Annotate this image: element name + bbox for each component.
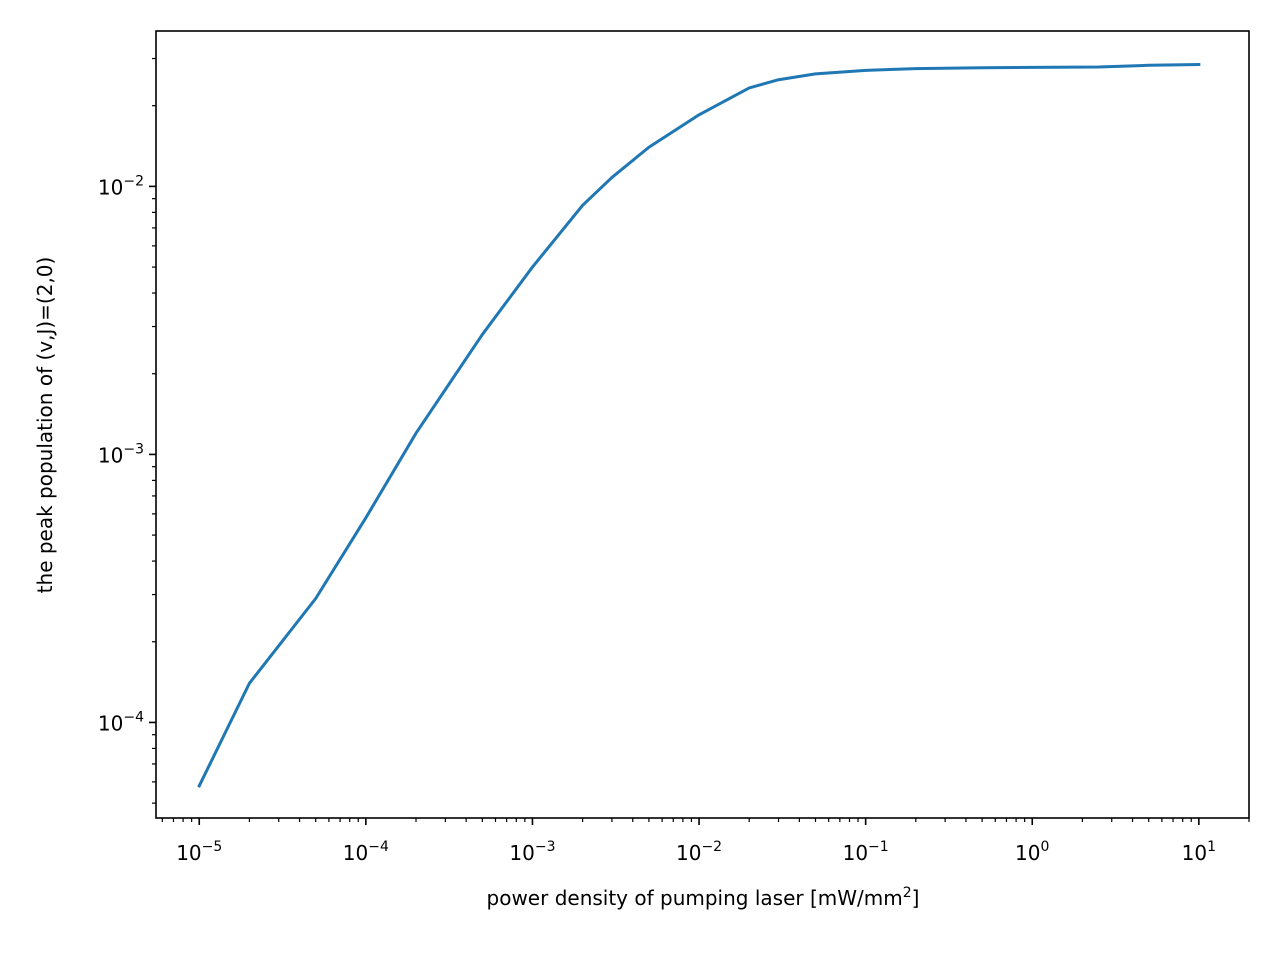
y-tick-label: 10−2	[98, 173, 144, 199]
y-tick-label: 10−4	[98, 709, 144, 735]
x-tick-label: 10−1	[843, 839, 889, 865]
plot-frame	[155, 30, 1250, 819]
series-line	[197, 62, 1201, 788]
x-tick-label: 10−3	[509, 839, 555, 865]
x-tick-label: 10−4	[343, 839, 389, 865]
y-axis-ticks: 10−4 10−3 10−2	[98, 57, 156, 804]
x-axis-ticks: 10−5 10−4 10−3 10−2 10−1 100 101	[161, 818, 1250, 865]
x-tick-label: 101	[1182, 839, 1216, 865]
y-axis-label: the peak population of (v,J)=(2,0)	[33, 257, 57, 594]
x-axis-label: power density of pumping laser [mW/mm2]	[487, 885, 920, 910]
x-tick-label: 10−2	[676, 839, 722, 865]
x-tick-label: 10−5	[176, 839, 222, 865]
x-tick-label: 100	[1015, 839, 1049, 865]
y-tick-label: 10−3	[98, 441, 144, 467]
